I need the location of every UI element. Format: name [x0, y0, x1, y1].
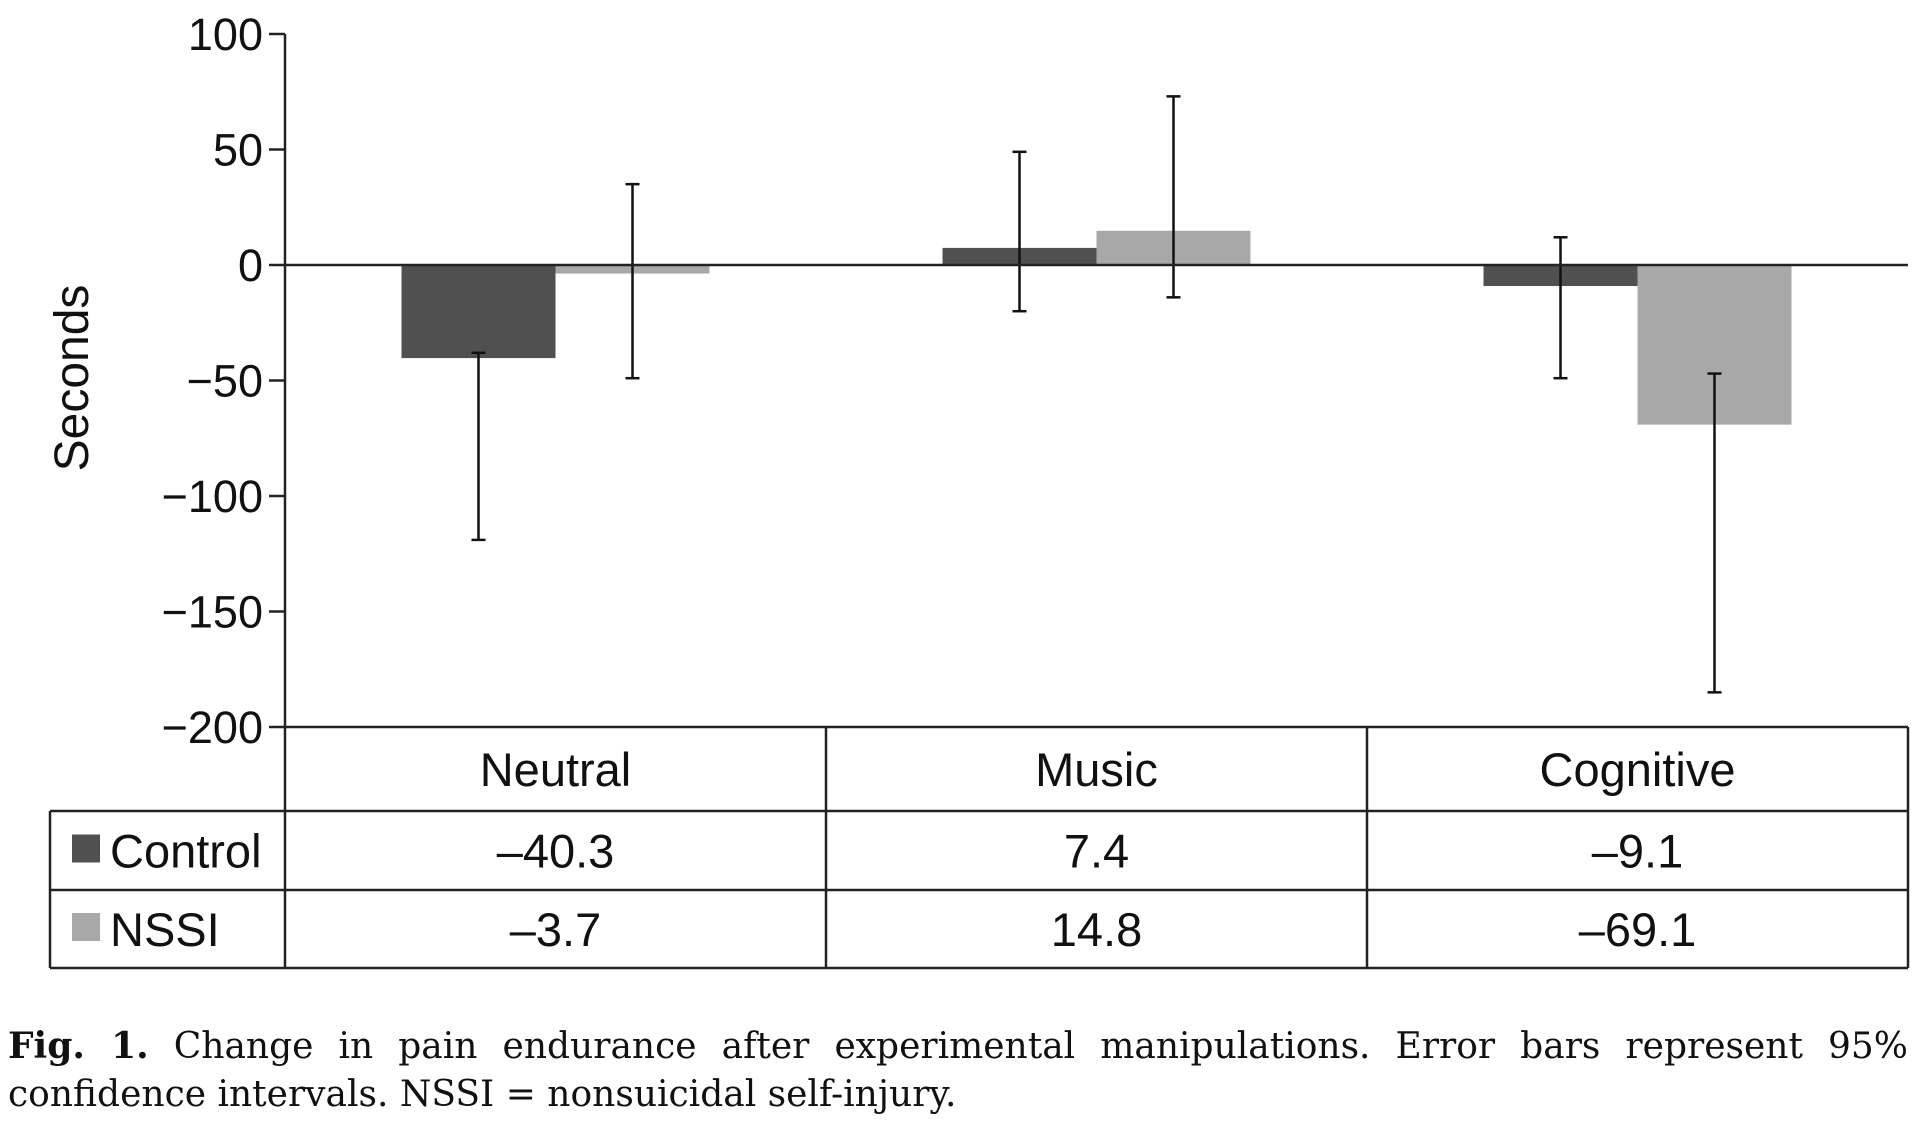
y-tick-label: −200 — [162, 702, 263, 753]
x-tick-label: Music — [1035, 743, 1158, 796]
data-label: –40.3 — [497, 825, 615, 878]
y-tick-label: 50 — [213, 125, 263, 176]
data-table: Neutral Music Cognitive Control –40.3 7.4 –9.1… — [48, 725, 1910, 970]
error-bar — [625, 182, 640, 380]
error-bar — [471, 351, 486, 542]
legend-label: NSSI — [110, 903, 220, 956]
data-label: –69.1 — [1579, 903, 1697, 956]
y-axis-label: Seconds — [46, 285, 99, 472]
bars — [401, 230, 1792, 425]
error-bar — [1166, 95, 1181, 299]
y-tick-label: 0 — [238, 240, 263, 291]
error-bars — [471, 95, 1722, 694]
bar-control-neutral — [401, 265, 556, 359]
caption-text: Change in pain endurance after experimen… — [8, 1026, 1909, 1115]
error-bar — [1553, 236, 1568, 380]
error-bar — [1707, 372, 1722, 694]
data-label: –3.7 — [510, 903, 601, 956]
caption-label: Fig. 1. — [8, 1025, 149, 1067]
figure-caption: Fig. 1. Change in pain endurance after e… — [8, 1022, 1908, 1119]
data-label: –9.1 — [1592, 825, 1683, 878]
y-tick-label: −150 — [162, 587, 263, 638]
data-label: 7.4 — [1064, 825, 1129, 878]
x-tick-label: Cognitive — [1540, 743, 1736, 796]
error-bar — [1012, 150, 1027, 313]
legend-label: Control — [110, 825, 262, 878]
y-tick-label: −50 — [187, 356, 263, 407]
legend-swatch — [72, 834, 100, 863]
data-label: 14.8 — [1051, 903, 1142, 956]
legend-swatch — [72, 913, 100, 941]
x-tick-label: Neutral — [480, 743, 632, 796]
y-tick-label: 100 — [188, 9, 263, 60]
y-tick-label: −100 — [162, 471, 263, 522]
y-axis: 100 50 0 −50 −100 −150 −200 — [162, 9, 287, 753]
